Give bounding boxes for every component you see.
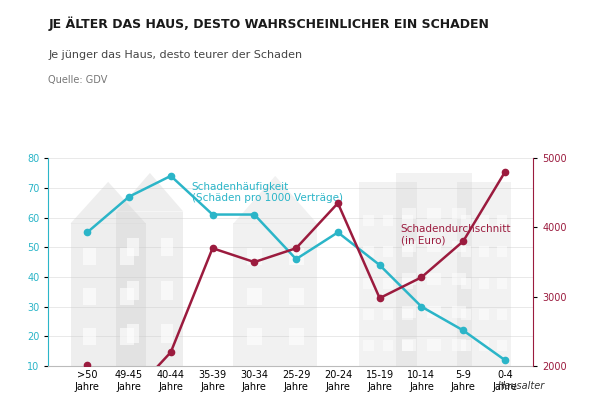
Bar [383,215,393,226]
Bar [479,246,489,258]
Bar [452,208,466,219]
Bar [363,277,374,289]
Bar [402,273,416,285]
Bar [288,287,304,305]
Bar [452,339,466,351]
Bar [161,324,173,343]
Bar [402,246,413,258]
Bar [461,277,471,289]
Text: JE ÄLTER DAS HAUS, DESTO WAHRSCHEINLICHER EIN SCHADEN: JE ÄLTER DAS HAUS, DESTO WAHRSCHEINLICHE… [48,17,490,31]
Text: Hausalter: Hausalter [498,381,545,391]
Bar [120,248,134,265]
Bar [452,240,466,252]
Bar [127,281,139,300]
Text: Je jünger das Haus, desto teurer der Schaden: Je jünger das Haus, desto teurer der Sch… [48,50,302,60]
Bar [82,327,96,345]
Polygon shape [70,182,145,223]
Bar [402,277,413,289]
Bar [402,339,416,351]
Bar [82,248,96,265]
Bar [363,215,374,226]
Bar [498,340,507,352]
Bar [161,238,173,256]
Bar [452,306,466,318]
Bar [383,277,393,289]
Bar [116,212,183,366]
Bar [427,339,441,351]
Bar [461,309,471,320]
Polygon shape [233,176,317,223]
Bar [82,287,96,305]
Bar [288,327,304,345]
Bar [498,215,507,226]
Bar [402,215,413,226]
Bar [383,246,393,258]
Bar [498,277,507,289]
Bar [127,238,139,256]
Bar [402,306,416,318]
Bar [127,324,139,343]
Bar [427,240,441,252]
Bar [461,246,471,258]
Bar [247,248,262,265]
Bar [461,215,471,226]
Bar [120,327,134,345]
Text: Schadenhäufigkeit
(Schäden pro 1000 Verträge): Schadenhäufigkeit (Schäden pro 1000 Vert… [191,182,342,203]
Bar [288,248,304,265]
Bar [161,281,173,300]
Bar [479,309,489,320]
Bar [479,215,489,226]
Bar [402,340,413,352]
Bar [427,208,441,219]
Bar [457,182,511,366]
Bar [120,287,134,305]
Bar [461,340,471,352]
Bar [363,340,374,352]
Bar [233,223,317,366]
Bar [427,306,441,318]
Bar [247,327,262,345]
Bar [383,340,393,352]
Bar [247,287,262,305]
Bar [363,309,374,320]
Polygon shape [116,173,183,212]
Bar [383,309,393,320]
Bar [427,273,441,285]
Bar [70,223,145,366]
Bar [402,208,416,219]
Bar [479,277,489,289]
Bar [498,309,507,320]
Bar [402,309,413,320]
Text: Quelle: GDV: Quelle: GDV [48,75,108,85]
Bar [363,246,374,258]
Bar [402,240,416,252]
Bar [479,340,489,352]
Bar [396,173,471,366]
Bar [498,246,507,258]
Bar [452,273,466,285]
Text: Schadendurchschnitt
(in Euro): Schadendurchschnitt (in Euro) [401,223,511,245]
Bar [359,182,418,366]
